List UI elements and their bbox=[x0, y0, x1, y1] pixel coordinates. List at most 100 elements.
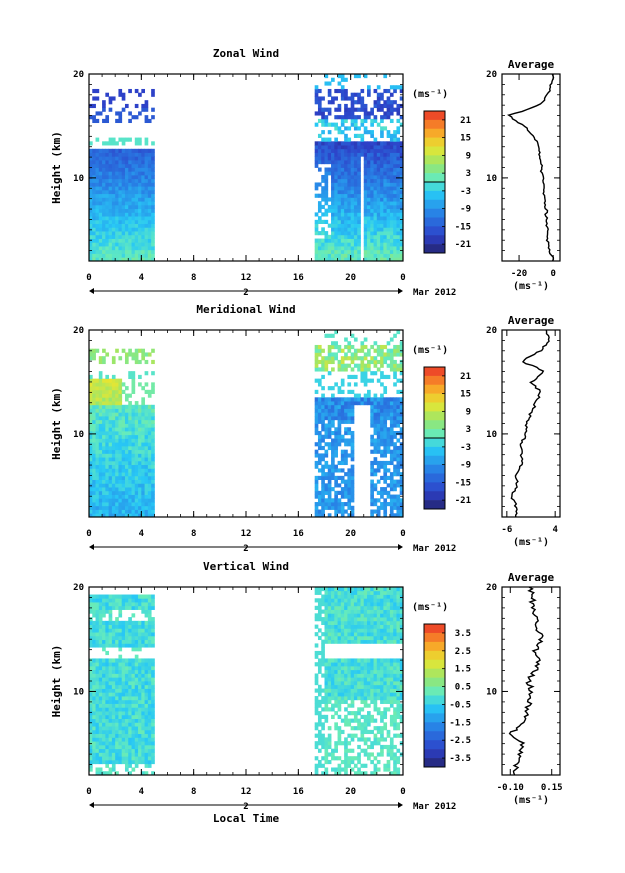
heatmap-cell bbox=[102, 434, 106, 439]
heatmap-cell bbox=[353, 197, 358, 202]
heatmap-cell bbox=[124, 726, 129, 731]
heatmap-cell bbox=[95, 756, 100, 761]
heatmap-cell bbox=[134, 594, 139, 599]
heatmap-cell bbox=[314, 401, 319, 406]
heatmap-cell bbox=[147, 741, 152, 746]
heatmap-cell bbox=[324, 632, 329, 637]
heatmap-cell bbox=[111, 227, 116, 232]
heatmap-cell bbox=[105, 378, 110, 383]
heatmap-cell bbox=[98, 457, 103, 462]
heatmap-cell bbox=[383, 374, 388, 380]
heatmap-cell bbox=[317, 145, 322, 150]
heatmap-cell bbox=[144, 219, 149, 224]
heatmap-cell bbox=[331, 423, 335, 428]
heatmap-cell bbox=[128, 197, 132, 202]
heatmap-cell bbox=[128, 737, 132, 742]
heatmap-cell bbox=[92, 378, 96, 383]
heatmap-cell bbox=[147, 430, 152, 436]
heatmap-cell bbox=[317, 617, 322, 622]
heatmap-cell bbox=[327, 445, 332, 451]
heatmap-cell bbox=[105, 449, 110, 454]
heatmap-cell bbox=[399, 479, 404, 484]
heatmap-cell bbox=[141, 178, 145, 183]
heatmap-cell bbox=[331, 442, 335, 447]
heatmap-cell bbox=[389, 352, 394, 357]
heatmap-cell bbox=[399, 246, 404, 251]
heatmap-cell bbox=[353, 635, 358, 641]
heatmap-cell bbox=[327, 148, 332, 153]
heatmap-cell bbox=[105, 412, 110, 417]
heatmap-cell bbox=[115, 759, 119, 765]
heatmap-cell bbox=[89, 208, 93, 213]
heatmap-cell bbox=[115, 204, 119, 210]
heatmap-cell bbox=[128, 238, 132, 243]
heatmap-cell bbox=[360, 88, 365, 94]
heatmap-cell bbox=[151, 219, 155, 224]
heatmap-cell bbox=[370, 201, 374, 206]
heatmap-cell bbox=[373, 253, 378, 258]
heatmap-cell bbox=[383, 487, 388, 492]
heatmap-cell bbox=[396, 498, 401, 503]
heatmap-cell bbox=[363, 688, 368, 693]
heatmap-cell bbox=[131, 404, 136, 409]
heatmap-cell bbox=[108, 449, 113, 454]
heatmap-cell bbox=[105, 427, 110, 432]
heatmap-cell bbox=[102, 722, 106, 727]
heatmap-cell bbox=[321, 148, 325, 153]
heatmap-cell bbox=[360, 152, 365, 157]
heatmap-cell bbox=[134, 197, 139, 202]
heatmap-cell bbox=[131, 438, 136, 443]
heatmap-cell bbox=[344, 483, 348, 488]
heatmap-cell bbox=[105, 737, 110, 742]
heatmap-cell bbox=[337, 182, 342, 187]
heatmap-cell bbox=[124, 741, 129, 746]
heatmap-cell bbox=[340, 620, 345, 625]
heatmap-cell bbox=[141, 468, 145, 473]
average-x-tick-label: -20 bbox=[511, 269, 527, 279]
heatmap-cell bbox=[124, 711, 129, 716]
heatmap-cell bbox=[98, 238, 103, 243]
heatmap-cell bbox=[111, 238, 116, 243]
heatmap-cell bbox=[373, 460, 378, 466]
heatmap-cell bbox=[370, 438, 374, 443]
heatmap-cell bbox=[98, 490, 103, 495]
heatmap-cell bbox=[396, 186, 401, 191]
heatmap-cell bbox=[151, 756, 155, 761]
heatmap-cell bbox=[347, 246, 352, 251]
heatmap-cell bbox=[324, 684, 329, 689]
heatmap-cell bbox=[327, 352, 332, 357]
heatmap-cell bbox=[383, 445, 388, 451]
heatmap-cell bbox=[389, 227, 394, 232]
heatmap-cell bbox=[131, 681, 136, 686]
heatmap-cell bbox=[128, 137, 132, 142]
heatmap-cell bbox=[360, 737, 365, 742]
heatmap-cell bbox=[92, 468, 96, 473]
heatmap-cell bbox=[321, 401, 325, 406]
heatmap-cell bbox=[121, 249, 126, 254]
heatmap-cell bbox=[121, 605, 126, 610]
heatmap-cell bbox=[363, 344, 368, 350]
heatmap-cell bbox=[105, 442, 110, 447]
heatmap-cell bbox=[350, 438, 355, 443]
heatmap-cell bbox=[324, 122, 329, 127]
heatmap-cell bbox=[376, 445, 381, 451]
heatmap-cell bbox=[324, 453, 329, 458]
heatmap-cell bbox=[347, 253, 352, 258]
heatmap-cell bbox=[134, 204, 139, 210]
heatmap-cell bbox=[334, 494, 338, 499]
heatmap-cell bbox=[124, 748, 129, 753]
heatmap-cell bbox=[115, 412, 119, 417]
heatmap-cell bbox=[344, 771, 348, 776]
heatmap-cell bbox=[376, 419, 381, 424]
heatmap-cell bbox=[105, 505, 110, 510]
heatmap-cell bbox=[92, 219, 96, 224]
heatmap-cell bbox=[115, 201, 119, 206]
heatmap-cell bbox=[360, 673, 365, 678]
heatmap-cell bbox=[396, 208, 401, 213]
heatmap-cell bbox=[118, 752, 123, 757]
heatmap-cell bbox=[144, 148, 149, 153]
heatmap-cell bbox=[98, 397, 103, 402]
heatmap-cell bbox=[331, 498, 335, 503]
heatmap-cell bbox=[144, 238, 149, 243]
heatmap-cell bbox=[344, 442, 348, 447]
